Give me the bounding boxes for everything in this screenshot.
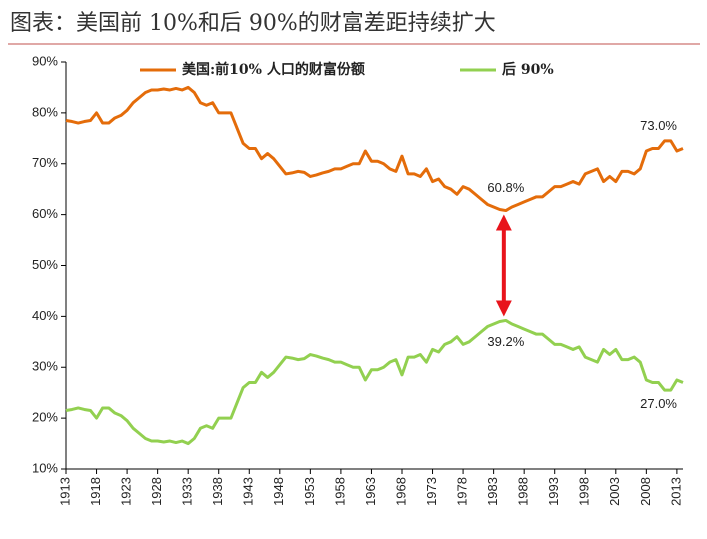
y-tick-label: 80% xyxy=(32,104,58,119)
x-tick-label: 2013 xyxy=(668,477,683,506)
annotation: 27.0% xyxy=(640,396,677,411)
x-tick-label: 1933 xyxy=(180,477,195,506)
series-line xyxy=(65,85,684,213)
x-tick-label: 1948 xyxy=(271,477,286,506)
x-tick-label: 1998 xyxy=(577,477,592,506)
y-tick-label: 70% xyxy=(32,155,58,170)
y-tick-label: 50% xyxy=(32,257,58,272)
y-tick-label: 20% xyxy=(32,410,58,425)
x-tick-label: 1953 xyxy=(302,477,317,506)
x-tick-label: 1978 xyxy=(455,477,470,506)
annotation: 73.0% xyxy=(640,118,677,133)
x-tick-label: 2003 xyxy=(607,477,622,506)
chart-title: 图表：美国前 10%和后 90%的财富差距持续扩大 xyxy=(10,11,496,36)
x-tick-label: 1918 xyxy=(88,477,103,506)
y-tick-label: 40% xyxy=(32,308,58,323)
x-tick-label: 1928 xyxy=(149,477,164,506)
series-line xyxy=(65,318,684,446)
x-tick-label: 1973 xyxy=(424,477,439,506)
x-tick-label: 1968 xyxy=(393,477,408,506)
annotation: 39.2% xyxy=(487,334,524,349)
x-tick-label: 1943 xyxy=(241,477,256,506)
x-tick-label: 1993 xyxy=(546,477,561,506)
x-tick-label: 1923 xyxy=(119,477,134,506)
y-tick-label: 30% xyxy=(32,359,58,374)
x-tick-label: 2008 xyxy=(638,477,653,506)
x-tick-label: 1963 xyxy=(363,477,378,506)
x-tick-label: 1913 xyxy=(57,477,72,506)
legend-label: 后 90% xyxy=(502,61,554,78)
x-tick-label: 1983 xyxy=(485,477,500,506)
x-tick-label: 1938 xyxy=(210,477,225,506)
legend-label: 美国:前10% 人口的财富份额 xyxy=(182,61,365,78)
x-tick-label: 1958 xyxy=(332,477,347,506)
y-tick-label: 60% xyxy=(32,206,58,221)
annotation: 60.8% xyxy=(487,180,524,195)
y-tick-label: 10% xyxy=(32,460,58,475)
x-tick-label: 1988 xyxy=(516,477,531,506)
y-tick-label: 90% xyxy=(32,53,58,68)
